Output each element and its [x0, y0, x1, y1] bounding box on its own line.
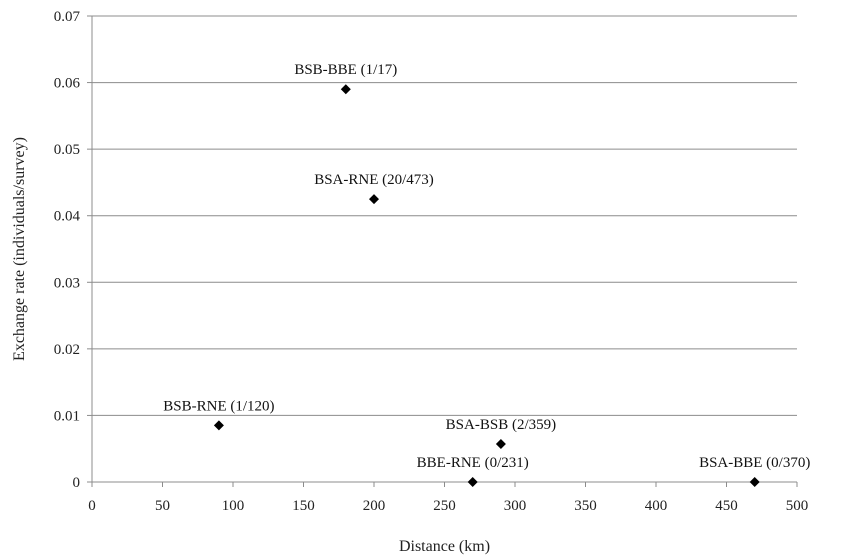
y-tick-label: 0.04 — [54, 209, 81, 225]
data-point-label: BSB-RNE (1/120) — [163, 398, 274, 414]
data-point-marker — [213, 420, 224, 431]
data-point-marker — [340, 84, 351, 95]
data-point-label: BBE-RNE (0/231) — [417, 455, 529, 471]
y-tick-label: 0.05 — [54, 142, 80, 158]
x-tick-label: 400 — [645, 498, 668, 514]
x-tick-label: 300 — [504, 498, 527, 514]
x-tick-label: 50 — [155, 498, 170, 514]
x-tick-label: 450 — [715, 498, 738, 514]
x-tick-label: 250 — [433, 498, 456, 514]
gridlines — [92, 15, 797, 416]
data-points: BSB-RNE (1/120) BSB-BBE (1/17) BSA-RNE (20… — [163, 62, 810, 487]
x-axis-title: Distance (km) — [399, 538, 490, 555]
x-tick-label: 0 — [88, 498, 96, 514]
y-tick-label: 0.01 — [54, 408, 80, 424]
y-axis-ticks: 0 0.01 0.02 0.03 0.04 0.05 0.06 0.07 — [54, 9, 92, 491]
data-point-label: BSA-RNE (20/473) — [314, 172, 434, 188]
x-axis-ticks: 0 50 100 150 200 250 300 350 400 450 500 — [88, 482, 808, 514]
data-point-marker — [749, 477, 760, 487]
x-tick-label: 500 — [786, 498, 809, 514]
data-point-marker — [495, 439, 506, 450]
data-point-marker — [369, 194, 379, 205]
data-point-label: BSB-BBE (1/17) — [294, 62, 397, 78]
data-point-marker — [467, 477, 478, 487]
y-axis-title: Exchange rate (individuals/survey) — [11, 137, 28, 361]
x-tick-label: 350 — [574, 498, 597, 514]
y-tick-label: 0.02 — [54, 342, 80, 358]
y-tick-label: 0.03 — [54, 275, 80, 291]
x-tick-label: 100 — [222, 498, 245, 514]
x-tick-label: 150 — [292, 498, 315, 514]
y-tick-label: 0.06 — [54, 76, 81, 92]
y-tick-label: 0.07 — [54, 9, 81, 25]
x-tick-label: 200 — [363, 498, 386, 514]
data-point-label: BSA-BBE (0/370) — [699, 455, 810, 471]
y-tick-label: 0 — [73, 475, 81, 491]
data-point-label: BSA-BSB (2/359) — [446, 417, 556, 433]
